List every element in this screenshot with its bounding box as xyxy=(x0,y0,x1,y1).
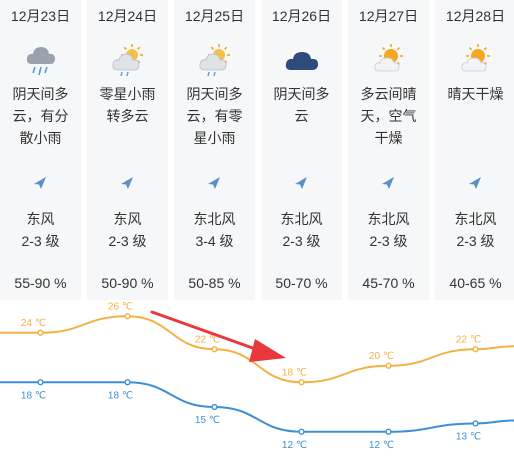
annotation-arrow-shaft xyxy=(150,310,266,354)
humidity: 40-65 % xyxy=(449,275,502,291)
wind-info: 东风 2-3 级 xyxy=(0,208,81,252)
wind-direction-icon xyxy=(32,175,48,191)
wind-direction-icon xyxy=(293,175,309,191)
low-temp-label: 12 ℃ xyxy=(369,440,394,451)
low-temp-point xyxy=(37,379,44,386)
wind-direction-icon xyxy=(119,175,135,191)
wind-direction: 东风 xyxy=(113,211,142,227)
high-temp-label: 20 ℃ xyxy=(369,351,394,362)
day-date: 12月26日 xyxy=(271,8,332,24)
low-temp-point xyxy=(385,428,392,435)
wind-direction-icon xyxy=(467,175,483,191)
day-column: 12月28日 晴天干燥东北风 2-3 级 40-65 % xyxy=(435,0,514,300)
temperature-chart: 24 ℃ 26 ℃ 22 ℃ 18 ℃ 20 ℃ 22 ℃ 18 ℃ 18 ℃ 15 ℃ 12 ℃… xyxy=(0,301,514,451)
day-column: 12月25日阴天间多云，有零星小雨东北风 3-4 级 50-85 % xyxy=(174,0,255,300)
wind-info: 东北风 2-3 级 xyxy=(435,208,514,252)
wind-info: 东北风 2-3 级 xyxy=(261,208,342,252)
wind-info: 东北风 2-3 级 xyxy=(348,208,429,252)
high-temp-point xyxy=(124,313,131,320)
wind-info: 东风 2-3 级 xyxy=(87,208,168,252)
day-column: 12月23日阴天间多云，有分散小雨东风 2-3 级 55-90 % xyxy=(0,0,81,300)
low-temp-point xyxy=(472,420,479,427)
weather-description: 多云间晴天，空气干燥 xyxy=(360,86,417,146)
wind-direction: 东风 xyxy=(26,211,55,227)
day-column: 12月24日零星小雨转多云东风 2-3 级 50-90 % xyxy=(87,0,168,300)
wind-direction-icon xyxy=(206,175,222,191)
low-temp-label: 15 ℃ xyxy=(195,415,220,426)
high-temp-point xyxy=(298,379,305,386)
low-temp-line xyxy=(0,381,514,433)
wind-level: 2-3 级 xyxy=(456,233,495,249)
wind-level: 2-3 级 xyxy=(369,233,408,249)
high-temp-point xyxy=(37,329,44,336)
overcast-cloud-icon xyxy=(285,44,319,78)
low-temp-label: 18 ℃ xyxy=(21,390,46,401)
high-temp-label: 18 ℃ xyxy=(282,367,307,378)
low-temp-point xyxy=(298,428,305,435)
wind-direction: 东北风 xyxy=(193,211,236,227)
day-date: 12月27日 xyxy=(358,8,419,24)
high-temp-point xyxy=(472,346,479,353)
wind-info: 东北风 3-4 级 xyxy=(174,208,255,252)
high-temp-line xyxy=(0,315,514,384)
low-temp-label: 12 ℃ xyxy=(282,440,307,451)
wind-level: 2-3 级 xyxy=(108,233,147,249)
humidity: 55-90 % xyxy=(14,275,67,291)
wind-direction: 东北风 xyxy=(454,211,497,227)
weather-description: 阴天间多云，有零星小雨 xyxy=(186,86,243,146)
wind-level: 2-3 级 xyxy=(21,233,60,249)
high-temp-label: 24 ℃ xyxy=(21,318,46,329)
weather-description: 阴天间多云 xyxy=(273,86,330,124)
partly-cloudy-icon xyxy=(459,44,493,78)
day-date: 12月25日 xyxy=(184,8,245,24)
day-column: 12月27日多云间晴天，空气干燥东北风 2-3 级 45-70 % xyxy=(348,0,429,300)
low-temp-point xyxy=(211,403,218,411)
cloud-sun-rain-icon xyxy=(111,44,145,78)
cloud-sun-rain-icon xyxy=(198,44,232,78)
humidity: 45-70 % xyxy=(362,275,415,291)
day-date: 12月23日 xyxy=(10,8,71,24)
high-temp-label: 26 ℃ xyxy=(108,301,133,312)
high-temp-label: 22 ℃ xyxy=(195,334,220,345)
high-temp-label: 22 ℃ xyxy=(456,334,481,345)
humidity: 50-70 % xyxy=(275,275,328,291)
wind-level: 3-4 级 xyxy=(195,233,234,249)
weather-description: 零星小雨转多云 xyxy=(99,86,156,124)
low-temp-label: 13 ℃ xyxy=(456,432,481,443)
day-date: 12月28日 xyxy=(445,8,506,24)
wind-direction-icon xyxy=(380,175,396,191)
partly-cloudy-icon xyxy=(372,44,406,78)
humidity: 50-85 % xyxy=(188,275,241,291)
wind-direction: 东北风 xyxy=(280,211,323,227)
humidity: 50-90 % xyxy=(101,275,154,291)
day-date: 12月24日 xyxy=(97,8,158,24)
wind-level: 2-3 级 xyxy=(282,233,321,249)
weather-description: 晴天干燥 xyxy=(447,86,504,102)
high-temp-point xyxy=(211,346,218,353)
rain-cloud-icon xyxy=(24,44,58,78)
low-temp-point xyxy=(124,379,131,386)
high-temp-point xyxy=(385,362,392,369)
wind-direction: 东北风 xyxy=(367,211,410,227)
low-temp-label: 18 ℃ xyxy=(108,390,133,401)
day-column: 12月26日阴天间多云东北风 2-3 级 50-70 % xyxy=(261,0,342,300)
weather-description: 阴天间多云，有分散小雨 xyxy=(12,86,69,146)
annotation-arrow-head xyxy=(249,339,286,362)
